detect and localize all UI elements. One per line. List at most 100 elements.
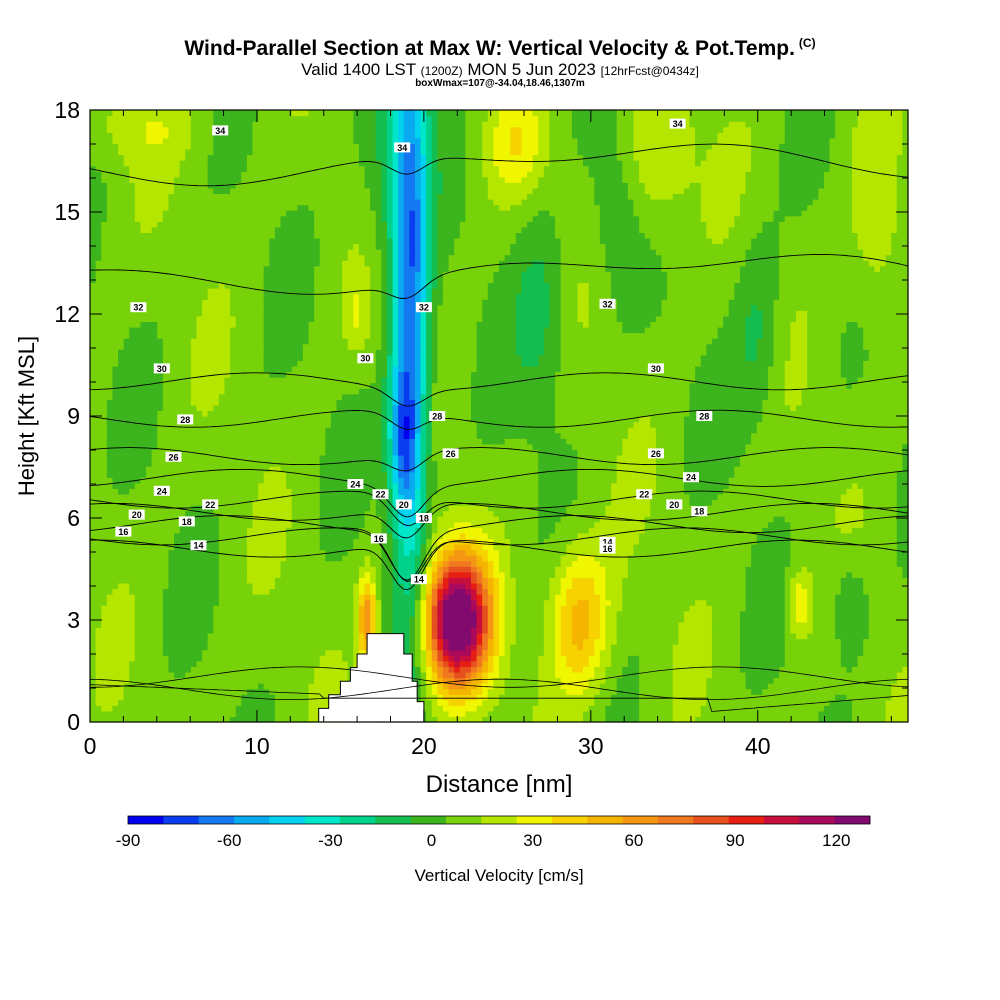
velocity-cell: [392, 393, 399, 400]
velocity-cell: [683, 610, 713, 617]
velocity-cell: [902, 571, 909, 578]
velocity-cell: [784, 132, 836, 139]
velocity-cell: [358, 304, 371, 311]
velocity-cell: [218, 588, 254, 595]
velocity-cell: [420, 365, 427, 373]
velocity-cell: [174, 187, 214, 195]
velocity-cell: [381, 160, 388, 167]
velocity-cell: [851, 382, 909, 389]
velocity-cell: [779, 171, 825, 178]
velocity-cell: [386, 154, 394, 161]
velocity-cell: [386, 349, 394, 356]
velocity-cell: [437, 605, 444, 612]
velocity-cell: [835, 616, 870, 623]
velocity-cell: [375, 360, 388, 367]
velocity-cell: [588, 621, 601, 629]
velocity-cell: [577, 304, 590, 311]
velocity-cell: [543, 276, 562, 284]
velocity-cell: [683, 616, 713, 623]
velocity-cell: [499, 638, 506, 645]
velocity-cell: [611, 699, 640, 706]
velocity-cell: [683, 454, 741, 462]
velocity-cell: [263, 265, 315, 272]
velocity-cell: [364, 616, 371, 623]
velocity-cell: [123, 160, 181, 167]
velocity-cell: [101, 605, 136, 612]
velocity-cell: [779, 204, 808, 211]
velocity-cell: [274, 694, 310, 701]
velocity-cell: [162, 594, 220, 601]
velocity-cell: [560, 349, 707, 356]
velocity-cell: [762, 527, 791, 534]
velocity-cell: [90, 694, 97, 701]
velocity-cell: [521, 132, 539, 139]
velocity-cell: [840, 638, 864, 645]
velocity-cell: [375, 237, 388, 245]
velocity-cell: [286, 532, 321, 539]
velocity-cell: [431, 516, 438, 523]
velocity-cell: [465, 126, 483, 133]
velocity-cell: [90, 527, 181, 534]
velocity-cell: [493, 621, 500, 629]
velocity-cell: [426, 616, 433, 623]
velocity-cell: [672, 677, 707, 684]
velocity-cell: [857, 232, 892, 239]
velocity-cell: [381, 454, 388, 462]
velocity-cell: [134, 199, 170, 206]
velocity-cell: [599, 237, 651, 245]
velocity-cell: [476, 549, 489, 556]
velocity-cell: [801, 566, 808, 573]
velocity-cell: [476, 326, 517, 334]
velocity-cell: [896, 555, 909, 562]
velocity-cell: [448, 683, 466, 690]
velocity-cell: [398, 527, 416, 534]
velocity-cell: [420, 404, 427, 412]
velocity-cell: [90, 505, 192, 512]
velocity-cell: [454, 660, 461, 667]
velocity-cell: [532, 710, 584, 718]
velocity-cell: [90, 493, 259, 501]
velocity-cell: [482, 677, 489, 684]
velocity-cell: [179, 165, 209, 172]
velocity-cell: [448, 655, 455, 662]
velocity-cell: [470, 627, 478, 634]
velocity-cell: [252, 148, 360, 156]
velocity-cell: [414, 694, 422, 701]
velocity-cell: [392, 571, 399, 578]
velocity-cell: [527, 265, 545, 272]
velocity-cell: [230, 293, 265, 300]
velocity-cell: [235, 315, 265, 323]
velocity-cell: [739, 454, 903, 462]
velocity-cell: [745, 254, 780, 261]
velocity-cell: [392, 582, 405, 590]
velocity-cell: [106, 187, 136, 195]
velocity-cell: [325, 549, 349, 556]
velocity-cell: [510, 137, 523, 144]
velocity-cell: [431, 527, 438, 534]
velocity-cell: [650, 493, 691, 501]
velocity-cell: [510, 671, 539, 679]
velocity-cell: [90, 571, 170, 578]
x-tick-label: 0: [84, 733, 97, 759]
velocity-cell: [549, 310, 562, 317]
velocity-cell: [532, 154, 551, 161]
velocity-cell: [644, 521, 769, 528]
velocity-cell: [885, 705, 909, 712]
velocity-cell: [129, 677, 315, 684]
velocity-cell: [420, 588, 427, 595]
velocity-cell: [403, 121, 416, 128]
velocity-cell: [386, 148, 394, 156]
velocity-cell: [784, 566, 803, 573]
velocity-cell: [308, 204, 371, 211]
isentrope-label-box: [691, 506, 708, 517]
velocity-cell: [790, 605, 797, 612]
velocity-cell: [515, 299, 551, 306]
velocity-cell: [756, 421, 909, 428]
velocity-cell: [358, 154, 377, 161]
velocity-cell: [403, 388, 410, 395]
isentrope-label-18: 18: [415, 513, 432, 524]
velocity-cell: [353, 137, 377, 144]
velocity-cell: [745, 571, 786, 578]
velocity-cell: [90, 321, 142, 328]
velocity-cell: [386, 521, 394, 528]
